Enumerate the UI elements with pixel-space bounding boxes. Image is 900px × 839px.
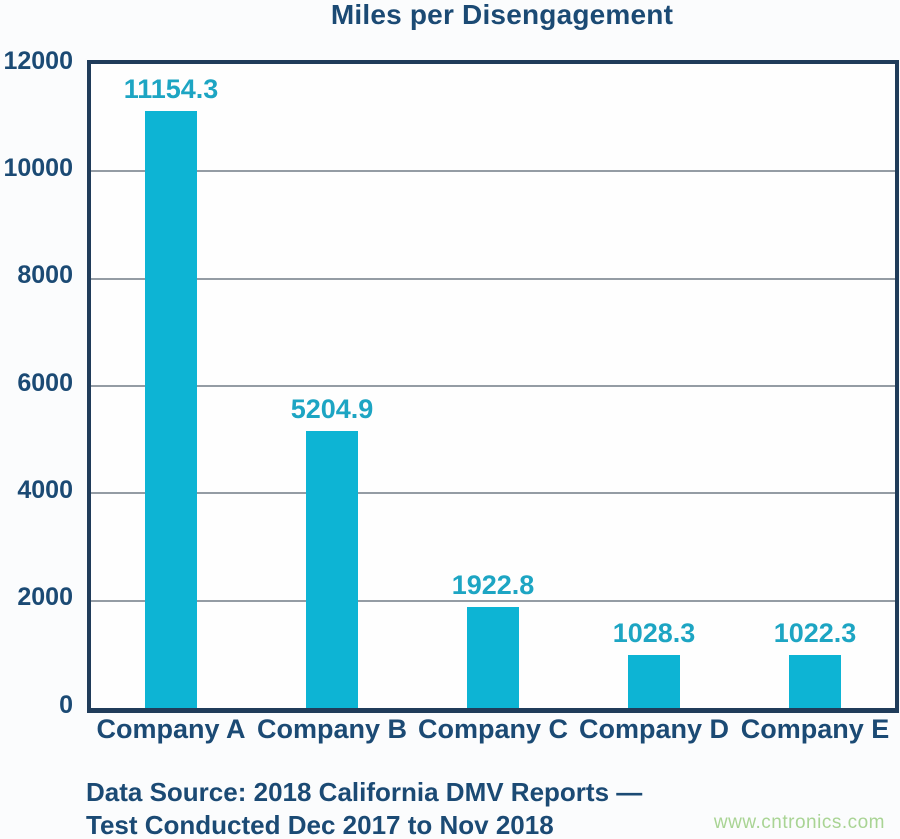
x-category-label: Company A	[96, 714, 246, 744]
gridline	[91, 277, 895, 280]
x-category-label: Company E	[740, 714, 890, 744]
gridline	[91, 170, 895, 173]
bar-value-label: 1028.3	[612, 618, 696, 648]
gridline	[91, 599, 895, 602]
x-category-label: Company D	[578, 714, 730, 744]
bar-company-b	[306, 431, 358, 708]
x-category-label: Company B	[256, 714, 408, 744]
y-tick-label: 12000	[3, 47, 73, 75]
chart-title: Miles per Disengagement	[330, 0, 674, 30]
gridline	[91, 385, 895, 387]
bar-company-a	[145, 111, 197, 708]
y-tick-label: 4000	[17, 476, 73, 504]
y-tick-label: 8000	[17, 261, 73, 289]
caption-line-2: Test Conducted Dec 2017 to Nov 2018	[86, 809, 554, 839]
bar-value-label: 11154.3	[123, 74, 219, 104]
bar-value-label: 5204.9	[290, 394, 374, 424]
y-tick-label: 10000	[3, 154, 73, 182]
bar-value-label: 1922.8	[451, 570, 535, 600]
watermark-text: www.cntronics.com	[713, 812, 885, 833]
x-category-label: Company C	[417, 714, 569, 744]
bar-company-e	[789, 655, 841, 708]
y-tick-label: 0	[59, 691, 73, 719]
caption: Data Source: 2018 California DMV Reports…	[86, 776, 642, 839]
plot-area: 11154.3 5204.9 1922.8 1028.3 1022.3	[87, 60, 899, 713]
gridline	[91, 492, 895, 495]
bar-company-d	[628, 655, 680, 708]
y-tick-label: 2000	[17, 583, 73, 611]
caption-line-1: Data Source: 2018 California DMV Reports…	[86, 777, 643, 807]
y-tick-label: 6000	[17, 369, 73, 397]
bar-company-c	[467, 607, 519, 708]
bar-value-label: 1022.3	[773, 618, 857, 648]
